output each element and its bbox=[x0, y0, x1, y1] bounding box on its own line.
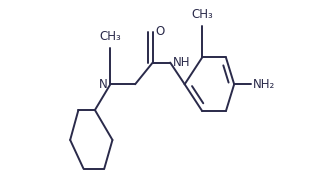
Text: NH₂: NH₂ bbox=[253, 78, 275, 91]
Text: O: O bbox=[155, 25, 164, 38]
Text: CH₃: CH₃ bbox=[191, 8, 213, 21]
Text: CH₃: CH₃ bbox=[99, 30, 121, 43]
Text: N: N bbox=[99, 78, 108, 91]
Text: NH: NH bbox=[173, 56, 190, 69]
